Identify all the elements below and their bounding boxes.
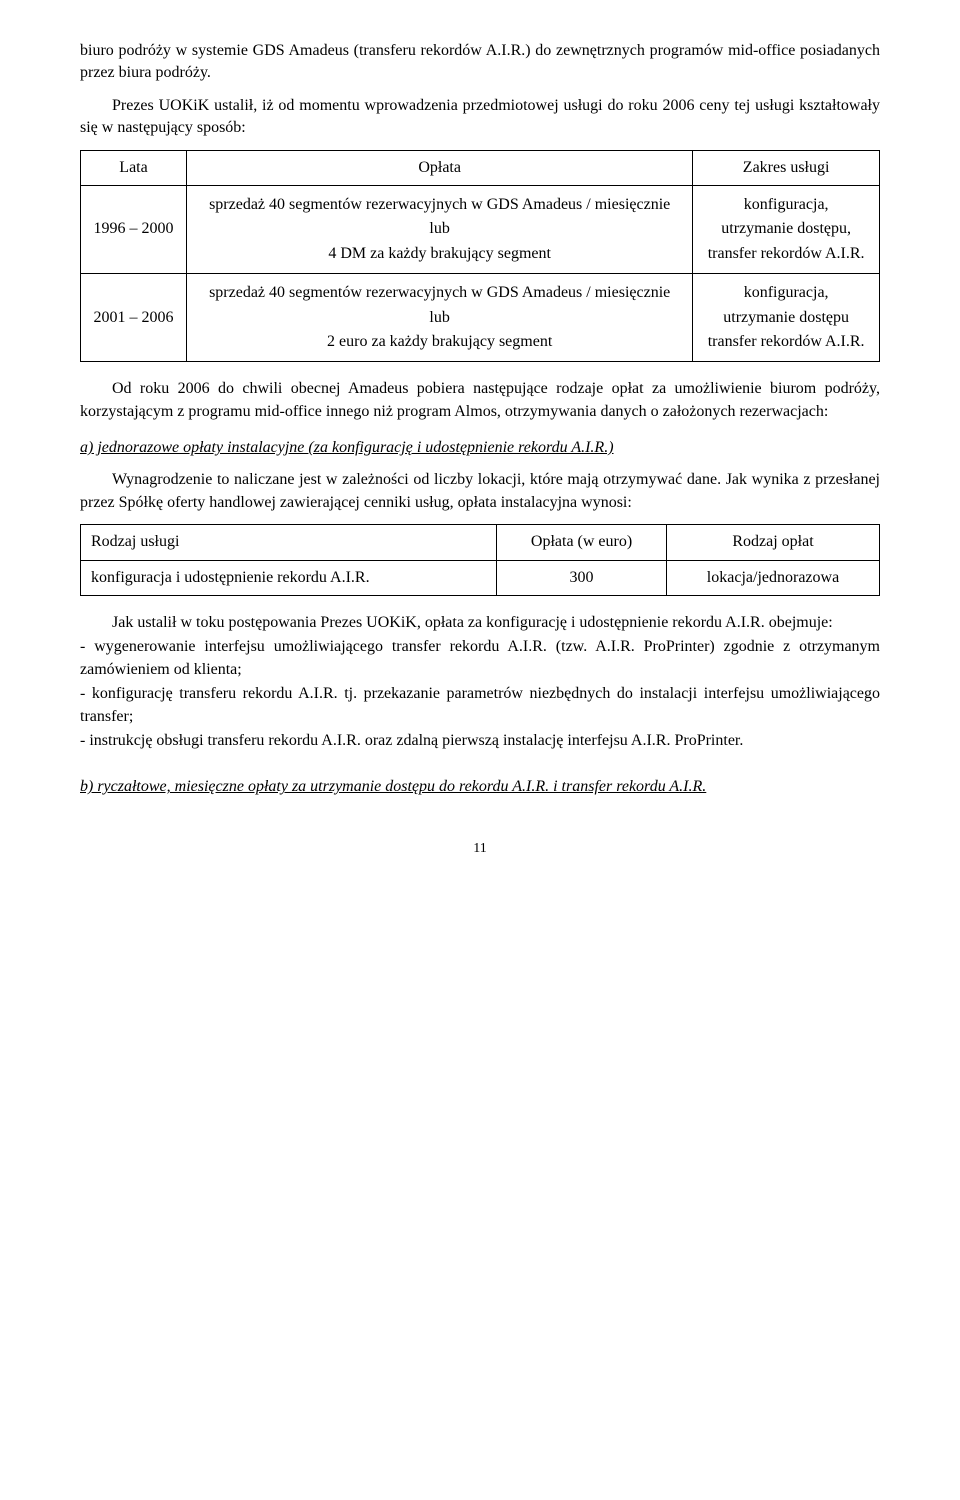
zakres-line: utrzymanie dostępu bbox=[703, 307, 869, 329]
oplata-line: lub bbox=[197, 307, 682, 329]
oplata-line: sprzedaż 40 segmentów rezerwacyjnych w G… bbox=[197, 282, 682, 304]
section-a-title: a) jednorazowe opłaty instalacyjne (za k… bbox=[80, 437, 880, 459]
cell-zakres: konfiguracja, utrzymanie dostępu, transf… bbox=[693, 185, 880, 273]
cell-oplata: sprzedaż 40 segmentów rezerwacyjnych w G… bbox=[187, 274, 693, 362]
table-header-row: Lata Opłata Zakres usługi bbox=[81, 150, 880, 185]
bullet-item: - instrukcję obsługi transferu rekordu A… bbox=[80, 730, 880, 752]
table-row: konfiguracja i udostępnienie rekordu A.I… bbox=[81, 560, 880, 595]
oplata-line: 2 euro za każdy brakujący segment bbox=[197, 331, 682, 353]
page-number: 11 bbox=[80, 839, 880, 859]
cell-years: 1996 – 2000 bbox=[81, 185, 187, 273]
section-b-title: b) ryczałtowe, miesięczne opłaty za utrz… bbox=[80, 776, 880, 798]
fees-history-table: Lata Opłata Zakres usługi 1996 – 2000 sp… bbox=[80, 150, 880, 363]
zakres-line: transfer rekordów A.I.R. bbox=[703, 331, 869, 353]
table-row: 1996 – 2000 sprzedaż 40 segmentów rezerw… bbox=[81, 185, 880, 273]
install-fee-table: Rodzaj usługi Opłata (w euro) Rodzaj opł… bbox=[80, 524, 880, 596]
oplata-line: sprzedaż 40 segmentów rezerwacyjnych w G… bbox=[197, 194, 682, 216]
oplata-line: lub bbox=[197, 218, 682, 240]
cell-zakres: konfiguracja, utrzymanie dostępu transfe… bbox=[693, 274, 880, 362]
cell-oplata-euro: 300 bbox=[497, 560, 667, 595]
col-oplata: Opłata bbox=[187, 150, 693, 185]
zakres-line: transfer rekordów A.I.R. bbox=[703, 243, 869, 265]
zakres-line: konfiguracja, bbox=[703, 194, 869, 216]
col-oplata-euro: Opłata (w euro) bbox=[497, 525, 667, 560]
cell-rodzaj-oplat: lokacja/jednorazowa bbox=[666, 560, 879, 595]
cell-oplata: sprzedaż 40 segmentów rezerwacyjnych w G… bbox=[187, 185, 693, 273]
table-header-row: Rodzaj usługi Opłata (w euro) Rodzaj opł… bbox=[81, 525, 880, 560]
zakres-line: konfiguracja, bbox=[703, 282, 869, 304]
col-rodzaj-uslugi: Rodzaj usługi bbox=[81, 525, 497, 560]
cell-rodzaj-uslugi: konfiguracja i udostępnienie rekordu A.I… bbox=[81, 560, 497, 595]
wynagrodzenie-paragraph: Wynagrodzenie to naliczane jest w zależn… bbox=[80, 469, 880, 514]
col-zakres: Zakres usługi bbox=[693, 150, 880, 185]
col-rodzaj-oplat: Rodzaj opłat bbox=[666, 525, 879, 560]
oplata-line: 4 DM za każdy brakujący segment bbox=[197, 243, 682, 265]
prezes-paragraph: Prezes UOKiK ustalił, iż od momentu wpro… bbox=[80, 95, 880, 140]
bullet-item: - konfigurację transferu rekordu A.I.R. … bbox=[80, 683, 880, 728]
jak-ustalil-paragraph: Jak ustalił w toku postępowania Prezes U… bbox=[80, 612, 880, 634]
od-roku-paragraph: Od roku 2006 do chwili obecnej Amadeus p… bbox=[80, 378, 880, 423]
bullet-item: - wygenerowanie interfejsu umożliwiające… bbox=[80, 636, 880, 681]
intro-paragraph: biuro podróży w systemie GDS Amadeus (tr… bbox=[80, 40, 880, 85]
cell-years: 2001 – 2006 bbox=[81, 274, 187, 362]
table-row: 2001 – 2006 sprzedaż 40 segmentów rezerw… bbox=[81, 274, 880, 362]
zakres-line: utrzymanie dostępu, bbox=[703, 218, 869, 240]
col-lata: Lata bbox=[81, 150, 187, 185]
